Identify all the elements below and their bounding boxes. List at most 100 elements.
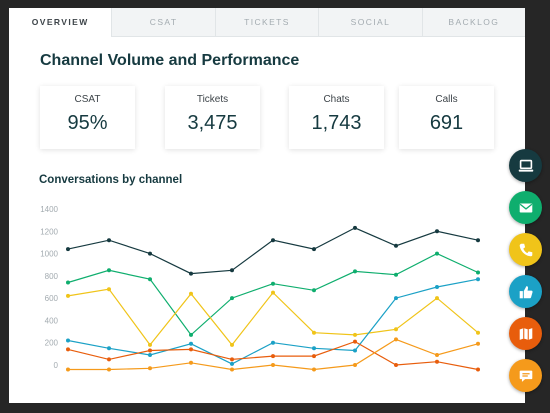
data-point bbox=[230, 361, 234, 366]
kpi-card-csat: CSAT 95% bbox=[40, 86, 135, 149]
phone-icon bbox=[519, 243, 532, 256]
data-point bbox=[271, 354, 275, 359]
data-point bbox=[148, 353, 152, 357]
data-point bbox=[435, 359, 439, 364]
data-point bbox=[394, 327, 398, 332]
data-point bbox=[394, 363, 398, 367]
tab-bar: OVERVIEW CSAT TICKETS SOCIAL BACKLOG bbox=[9, 8, 525, 37]
kpi-label: Calls bbox=[435, 94, 458, 105]
data-point bbox=[394, 243, 398, 248]
phone-channel-button[interactable] bbox=[509, 233, 542, 266]
data-point bbox=[435, 353, 439, 357]
page-title: Channel Volume and Performance bbox=[40, 52, 300, 69]
tab-social[interactable]: SOCIAL bbox=[318, 8, 422, 37]
data-point bbox=[230, 367, 234, 372]
data-point bbox=[394, 272, 398, 277]
data-point bbox=[271, 290, 275, 295]
data-point bbox=[107, 287, 111, 292]
data-point bbox=[189, 291, 193, 296]
kpi-value: 691 bbox=[429, 112, 464, 134]
series-line-1 bbox=[67, 227, 479, 275]
chart-title: Conversations by channel bbox=[39, 174, 183, 186]
kpi-value: 95% bbox=[67, 112, 108, 134]
y-tick-label: 800 bbox=[45, 272, 59, 281]
data-point bbox=[312, 346, 316, 351]
data-point bbox=[312, 354, 316, 359]
data-point bbox=[435, 296, 439, 301]
kpi-label: Tickets bbox=[196, 94, 229, 105]
email-channel-button[interactable] bbox=[509, 191, 542, 224]
data-point bbox=[476, 238, 480, 243]
series-line-3 bbox=[67, 288, 479, 346]
data-point bbox=[189, 347, 193, 352]
data-point bbox=[476, 367, 480, 372]
data-point bbox=[271, 340, 275, 345]
y-tick-label: 1200 bbox=[40, 227, 58, 236]
tab-tickets[interactable]: TICKETS bbox=[214, 8, 319, 37]
data-point bbox=[353, 225, 357, 230]
computer-channel-button[interactable] bbox=[509, 149, 542, 182]
kpi-value: 1,743 bbox=[311, 112, 362, 134]
data-point bbox=[476, 277, 480, 282]
data-point bbox=[189, 332, 193, 337]
kpi-value: 3,475 bbox=[187, 112, 238, 134]
data-point bbox=[476, 330, 480, 335]
chat-channel-button[interactable] bbox=[509, 359, 542, 392]
y-tick-label: 0 bbox=[54, 361, 59, 370]
data-point bbox=[148, 366, 152, 371]
data-point bbox=[230, 342, 234, 347]
data-point bbox=[66, 280, 70, 285]
tab-csat[interactable]: CSAT bbox=[111, 8, 215, 37]
data-point bbox=[107, 238, 111, 243]
social-channel-button[interactable] bbox=[509, 275, 542, 308]
data-point bbox=[312, 247, 316, 252]
data-point bbox=[66, 347, 70, 352]
y-tick-label: 1400 bbox=[40, 205, 58, 214]
data-point bbox=[148, 251, 152, 256]
data-point bbox=[394, 296, 398, 301]
email-icon bbox=[519, 203, 532, 212]
map-channel-button[interactable] bbox=[509, 317, 542, 350]
data-point bbox=[312, 288, 316, 293]
tab-overview[interactable]: OVERVIEW bbox=[9, 8, 112, 37]
data-point bbox=[230, 357, 234, 362]
data-point bbox=[230, 268, 234, 273]
data-point bbox=[148, 348, 152, 353]
data-point bbox=[435, 285, 439, 289]
map-icon bbox=[519, 327, 532, 340]
y-tick-label: 400 bbox=[45, 316, 59, 325]
kpi-card-chats: Chats 1,743 bbox=[289, 86, 384, 149]
data-point bbox=[230, 296, 234, 301]
kpi-label: CSAT bbox=[74, 94, 101, 105]
y-tick-label: 1000 bbox=[40, 250, 58, 259]
kpi-label: Chats bbox=[323, 94, 350, 105]
data-point bbox=[66, 293, 70, 298]
data-point bbox=[353, 269, 357, 274]
data-point bbox=[189, 341, 193, 346]
thumbs-up-icon bbox=[519, 285, 533, 298]
data-point bbox=[271, 238, 275, 243]
data-point bbox=[66, 247, 70, 252]
data-point bbox=[435, 229, 439, 234]
data-point bbox=[189, 271, 193, 276]
data-point bbox=[107, 367, 111, 372]
data-point bbox=[394, 337, 398, 342]
data-point bbox=[107, 346, 111, 351]
data-point bbox=[353, 363, 357, 367]
y-tick-label: 200 bbox=[45, 339, 59, 348]
data-point bbox=[312, 367, 316, 372]
computer-icon bbox=[518, 159, 533, 172]
data-point bbox=[107, 268, 111, 273]
data-point bbox=[353, 348, 357, 353]
data-point bbox=[353, 339, 357, 344]
data-point bbox=[66, 367, 70, 372]
data-point bbox=[312, 330, 316, 335]
y-tick-label: 600 bbox=[45, 294, 59, 303]
data-point bbox=[148, 342, 152, 347]
dashboard-card: OVERVIEW CSAT TICKETS SOCIAL BACKLOG Cha… bbox=[9, 8, 525, 403]
kpi-card-tickets: Tickets 3,475 bbox=[165, 86, 260, 149]
data-point bbox=[476, 341, 480, 346]
data-point bbox=[189, 360, 193, 365]
tab-backlog[interactable]: BACKLOG bbox=[421, 8, 525, 37]
kpi-card-calls: Calls 691 bbox=[399, 86, 494, 149]
